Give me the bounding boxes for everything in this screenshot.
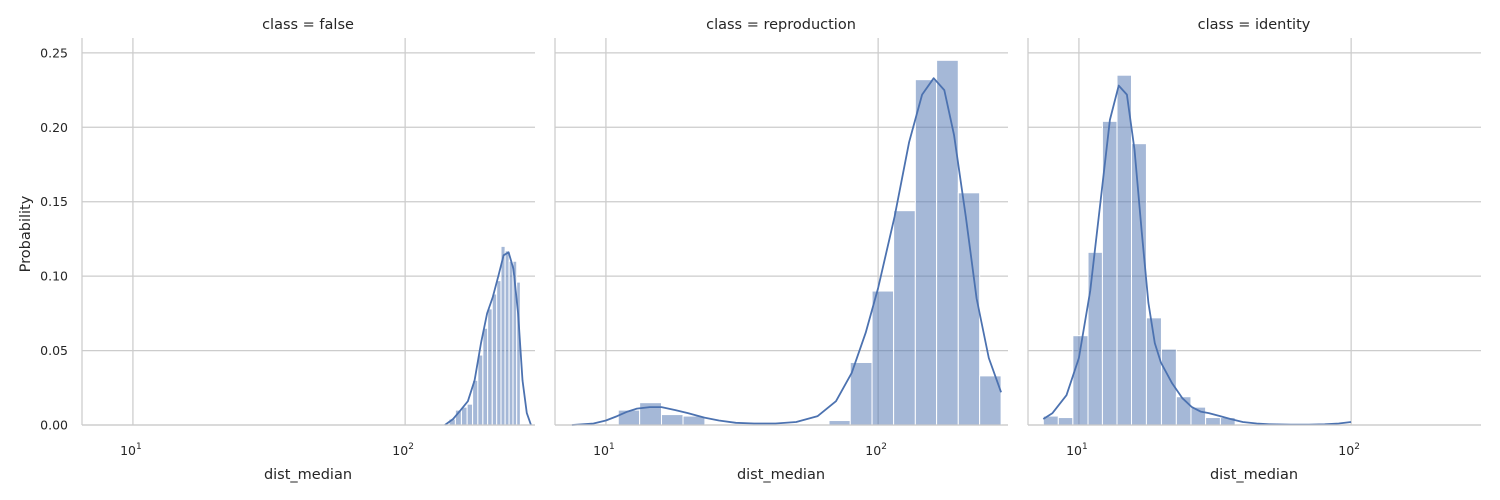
- histogram-bar: [504, 250, 510, 426]
- y-tick-label: 0.10: [40, 269, 68, 284]
- histogram-bar: [871, 290, 895, 426]
- y-tick-label: 0.15: [40, 194, 68, 209]
- panel-false: class = false dist_median 0.00 0.05 0.10 0.…: [40, 17, 535, 483]
- histogram-bar: [914, 79, 938, 426]
- histogram-bar: [496, 280, 502, 426]
- histogram-bar: [477, 354, 484, 426]
- histogram-bar: [491, 293, 498, 426]
- histogram-bar: [1087, 251, 1103, 426]
- panel-identity: class = identity dist_median 101 102: [1027, 17, 1481, 483]
- histogram-bar: [482, 327, 489, 426]
- x-tick-label: 101: [120, 442, 142, 458]
- panel-title: class = reproduction: [706, 17, 856, 33]
- y-tick-label: 0.00: [40, 418, 68, 433]
- y-tick-label: 0.20: [40, 120, 68, 135]
- kde-line: [444, 251, 532, 426]
- histogram-bar: [828, 420, 851, 426]
- histogram-bar: [617, 409, 641, 426]
- panel-title: class = identity: [1198, 17, 1311, 33]
- histogram-bar: [893, 210, 916, 426]
- y-axis-label: Probability: [18, 195, 34, 272]
- histogram-bar: [639, 402, 662, 426]
- histogram-bar: [1116, 74, 1132, 426]
- kde-line: [571, 77, 1002, 426]
- histogram-bar: [500, 245, 506, 426]
- x-axis-label: dist_median: [264, 467, 352, 483]
- x-tick-label: 102: [392, 442, 414, 458]
- x-tick-label: 101: [593, 442, 615, 458]
- histogram-bar: [1130, 143, 1147, 426]
- histogram-bar: [1205, 417, 1221, 426]
- x-axis-label: dist_median: [737, 467, 825, 483]
- histogram-bar: [460, 406, 468, 426]
- histogram-bar: [466, 403, 474, 426]
- histogram-bar: [957, 192, 981, 426]
- y-tick-label: 0.05: [40, 343, 68, 358]
- histogram-bars: [448, 245, 521, 426]
- histogram-bar: [472, 379, 479, 426]
- x-axis-label: dist_median: [1210, 467, 1298, 483]
- histogram-bar: [487, 308, 493, 426]
- histogram-bars: [617, 59, 1002, 426]
- grid: [82, 38, 535, 426]
- histogram-bar: [660, 414, 684, 426]
- histogram-bar: [1175, 396, 1192, 426]
- histogram-bar: [508, 260, 514, 426]
- histogram-bar: [936, 59, 959, 426]
- panel-reproduction: class = reproduction dist_median 101 102: [554, 17, 1008, 483]
- x-tick-label: 102: [865, 442, 887, 458]
- histogram-bar: [1057, 417, 1074, 426]
- panel-title: class = false: [262, 17, 354, 33]
- x-tick-label: 102: [1338, 442, 1360, 458]
- y-tick-label: 0.25: [40, 45, 68, 60]
- histogram-bars: [1042, 74, 1236, 426]
- x-tick-label: 101: [1066, 442, 1088, 458]
- histogram-bar: [849, 361, 873, 426]
